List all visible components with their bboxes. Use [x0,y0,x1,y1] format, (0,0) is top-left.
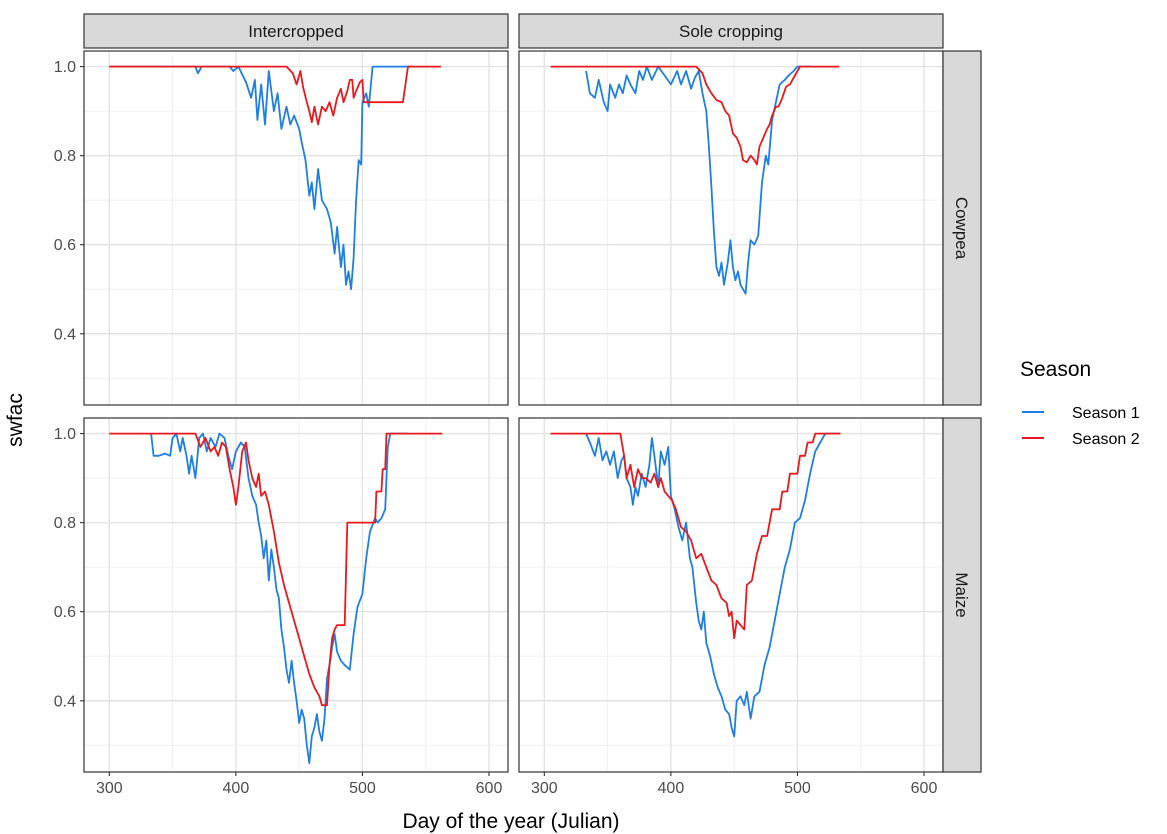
x-tick-label: 500 [784,780,811,797]
facet-strip-row [942,50,982,406]
facet-strip-column [83,13,509,49]
panel-intercropped-cowpea [83,50,509,406]
panel-background [519,418,943,772]
y-tick-label: 0.6 [54,237,76,254]
y-axis-title: swfac [4,393,27,447]
series-line-season-2 [550,65,840,166]
panel-background [84,418,508,772]
panel-background [84,51,508,405]
legend-entry: Season 2 [1022,431,1140,448]
series-line-season-1 [150,432,408,764]
legend-entry: Season 1 [1022,405,1140,422]
facet-label-column: Sole cropping [679,22,783,41]
series-line-season-1 [585,65,811,295]
panel-border [83,50,509,406]
legend-label: Season 2 [1072,431,1140,448]
panel-intercropped-maize [83,417,509,773]
y-tick-label: 0.4 [54,693,76,710]
x-tick-label: 400 [223,780,250,797]
legend-title: Season [1020,358,1091,381]
y-tick-label: 1.0 [54,426,76,443]
y-tick-label: 1.0 [54,59,76,76]
legend-label: Season 1 [1072,405,1140,422]
y-tick-label: 0.6 [54,604,76,621]
y-tick-label: 0.8 [54,515,76,532]
panel-background [519,51,943,405]
panel-sole-cropping-cowpea [518,50,944,406]
panel-sole-cropping-maize [518,417,944,773]
y-tick-label: 0.4 [54,326,76,343]
x-tick-label: 300 [531,780,558,797]
facet-label-row: Cowpea [952,197,971,260]
x-tick-label: 400 [658,780,685,797]
panel-border [83,417,509,773]
x-tick-label: 500 [349,780,376,797]
series-line-season-1 [109,65,414,291]
legend: Season Season 1 Season 2 [1020,358,1140,448]
y-tick-label: 0.8 [54,148,76,165]
x-tick-label: 300 [96,780,123,797]
facet-label-column: Intercropped [248,22,343,41]
facet-strip-row [942,417,982,773]
x-tick-label: 600 [476,780,503,797]
x-tick-label: 600 [911,780,938,797]
series-line-season-2 [109,65,441,126]
facet-strip-column [518,13,944,49]
series-line-season-2 [550,432,841,640]
x-axis-title: Day of the year (Julian) [402,810,619,833]
facet-label-row: Maize [952,572,971,617]
series-line-season-2 [109,432,443,707]
